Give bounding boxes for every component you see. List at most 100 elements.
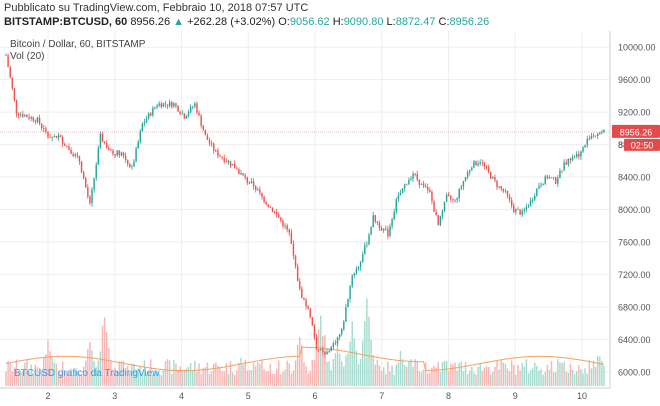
- volume-bar: [72, 375, 74, 386]
- volume-bar: [603, 365, 605, 386]
- candle-body: [498, 186, 500, 188]
- volume-bar: [590, 368, 593, 386]
- candle-body: [313, 325, 316, 338]
- volume-bar: [320, 315, 322, 386]
- volume-bar: [429, 372, 431, 386]
- candle-body: [78, 155, 81, 162]
- volume-bar: [416, 361, 418, 386]
- volume-bar: [131, 363, 133, 386]
- close-value: 8956.26: [449, 16, 490, 28]
- candle-body: [206, 135, 209, 141]
- volume-bar: [252, 362, 255, 386]
- candle-body: [510, 199, 513, 206]
- candle-body: [471, 167, 473, 171]
- volume-bar: [265, 371, 267, 386]
- volume-bar: [76, 370, 79, 386]
- volume-bar: [198, 363, 200, 386]
- y-tick-label: 6000.00: [618, 367, 651, 377]
- candle-body: [586, 138, 588, 145]
- volume-bar: [57, 371, 60, 386]
- candle-body: [529, 200, 532, 207]
- candle-body: [466, 172, 469, 178]
- candle-body: [336, 337, 339, 344]
- volume-bar: [13, 367, 16, 386]
- candlestick-chart[interactable]: 10000.009600.009200.008800.008400.008000…: [0, 31, 660, 406]
- volume-bar: [557, 359, 559, 386]
- candle-body: [231, 163, 234, 166]
- candle-body: [479, 162, 481, 164]
- candle-body: [590, 136, 593, 140]
- volume-bar: [567, 372, 570, 386]
- candle-body: [372, 215, 374, 228]
- candle-body: [355, 268, 358, 273]
- candle-body: [460, 186, 463, 189]
- candle-body: [376, 221, 379, 223]
- candle-body: [349, 285, 351, 299]
- volume-bar: [15, 359, 18, 386]
- volume-bar: [349, 341, 351, 386]
- candle-body: [80, 161, 83, 173]
- candle-body: [189, 106, 192, 113]
- candle-body: [9, 67, 11, 78]
- volume-bar: [223, 371, 225, 386]
- candle-body: [338, 334, 341, 338]
- chart-background: [0, 31, 660, 406]
- volume-bar: [326, 361, 328, 386]
- volume-bar: [122, 360, 125, 386]
- volume-bar: [34, 364, 37, 386]
- candle-body: [45, 128, 47, 132]
- volume-bar: [489, 374, 492, 386]
- candle-body: [580, 151, 582, 157]
- candle-body: [544, 176, 546, 184]
- y-tick-label: 9200.00: [618, 108, 651, 118]
- volume-bar: [496, 360, 498, 386]
- volume-bar: [162, 370, 165, 386]
- candle-body: [508, 195, 511, 200]
- candle-body: [110, 150, 112, 151]
- candle-body: [233, 163, 236, 169]
- candle-body: [129, 164, 131, 167]
- volume-bar: [185, 368, 188, 386]
- volume-bar: [435, 367, 437, 386]
- candle-body: [326, 351, 328, 355]
- y-tick-label: 7600.00: [618, 237, 651, 247]
- volume-bar: [70, 368, 72, 386]
- candle-body: [135, 148, 137, 162]
- candle-body: [546, 176, 549, 179]
- candle-body: [569, 158, 572, 161]
- candle-body: [519, 209, 521, 215]
- candle-body: [450, 196, 452, 200]
- candle-body: [116, 150, 118, 156]
- candle-body: [422, 183, 425, 186]
- candle-body: [24, 115, 26, 117]
- y-tick-label: 9600.00: [618, 75, 651, 85]
- volume-bar: [569, 363, 572, 386]
- candle-body: [219, 156, 221, 157]
- candle-body: [244, 175, 246, 178]
- candle-body: [307, 306, 309, 309]
- volume-bar: [227, 373, 230, 386]
- candle-body: [366, 244, 368, 246]
- volume-bar: [166, 359, 169, 386]
- volume-bar: [578, 365, 580, 386]
- last-price: 8956.26: [130, 16, 171, 28]
- volume-ma-line: [5, 346, 605, 372]
- volume-bar: [473, 372, 475, 386]
- candle-body: [485, 166, 488, 168]
- candle-body: [72, 153, 74, 156]
- candle-body: [82, 172, 85, 179]
- volume-bar: [481, 371, 484, 386]
- volume-bar: [315, 349, 318, 386]
- candle-body: [347, 298, 349, 308]
- candle-body: [103, 141, 106, 143]
- x-tick-label: 9: [513, 391, 518, 401]
- volume-bar: [45, 354, 47, 386]
- tradingview-watermark[interactable]: BTCUSD grafico da TradingView: [14, 368, 160, 379]
- candle-body: [242, 173, 244, 176]
- volume-bar: [24, 362, 26, 386]
- candle-body: [458, 188, 460, 199]
- candle-body: [273, 211, 276, 213]
- volume-bar: [550, 360, 553, 386]
- symbol-label[interactable]: BITSTAMP:BTCUSD, 60: [4, 16, 128, 28]
- volume-bar: [441, 362, 444, 386]
